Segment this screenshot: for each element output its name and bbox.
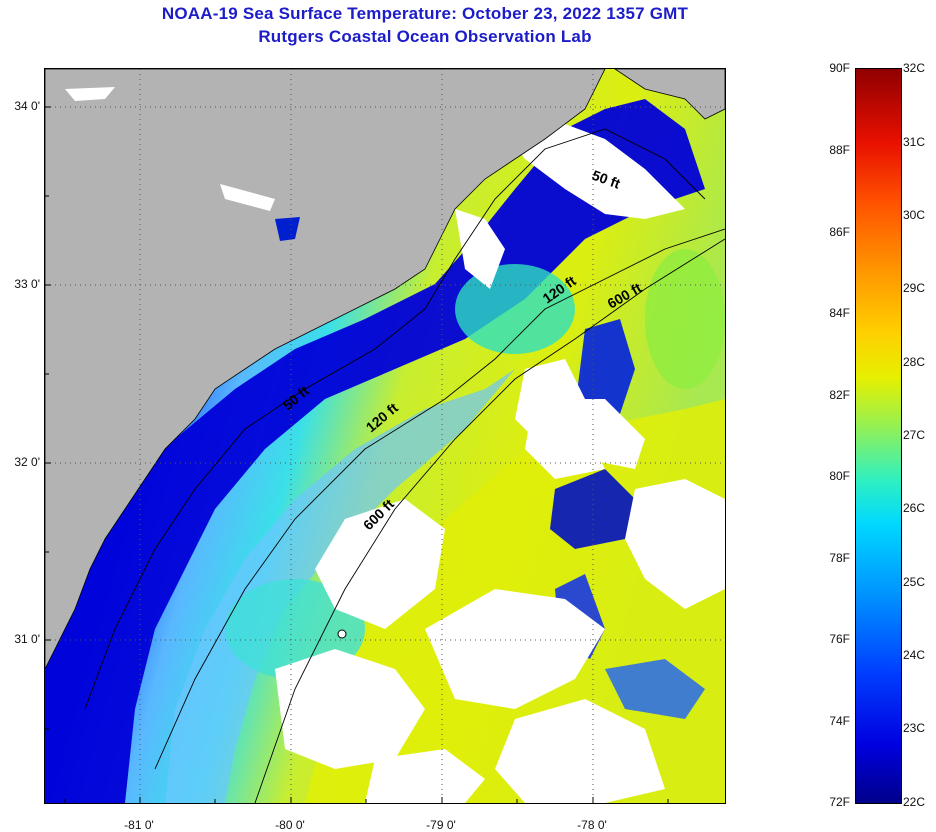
land-area — [614, 69, 725, 120]
cloud-mask — [275, 649, 425, 769]
colorbar-c-label: 22C — [903, 795, 926, 809]
colorbar-f-label: 72F — [829, 795, 850, 809]
colorbar-c-label: 31C — [903, 135, 926, 149]
colorbar-f-label: 82F — [829, 388, 850, 402]
sst-map[interactable]: 50 ft 120 ft 600 ft 50 ft 120 ft 600 ft — [44, 68, 726, 804]
colorbar-f-label: 76F — [829, 632, 850, 646]
cloud-mask — [455, 209, 505, 289]
cold-eddy — [605, 659, 705, 719]
colorbar-f-label: 86F — [829, 225, 850, 239]
isobath-600ft — [254, 238, 725, 803]
graticule — [45, 69, 725, 803]
sst-map-canvas: 50 ft 120 ft 600 ft 50 ft 120 ft 600 ft — [45, 69, 725, 803]
isobath-50ft — [84, 128, 706, 710]
colorbar-f-label: 78F — [829, 551, 850, 565]
isobath-contours — [84, 128, 725, 803]
colorbar-f-label: 80F — [829, 469, 850, 483]
cloud-mask — [425, 589, 605, 709]
colorbar-c-label: 25C — [903, 575, 926, 589]
lon-label: -80 0' — [275, 818, 305, 832]
colorbar-c-label: 23C — [903, 721, 926, 735]
mixed-water-patch — [455, 264, 575, 354]
lat-label: 32 0' — [14, 455, 40, 469]
colorbar-c-label: 28C — [903, 355, 926, 369]
lon-label: -78 0' — [577, 818, 607, 832]
colorbar-c-label: 27C — [903, 428, 926, 442]
colorbar-c-label: 24C — [903, 648, 926, 662]
colorbar-f-label: 90F — [829, 61, 850, 75]
colorbar-f-label: 84F — [829, 306, 850, 320]
colorbar-c-label: 30C — [903, 208, 926, 222]
lat-label: 34 0' — [14, 99, 40, 113]
land-area — [45, 69, 606, 670]
cloud-mask — [565, 399, 645, 469]
colorbar-c-label: 32C — [903, 61, 926, 75]
cloud-mask — [495, 699, 665, 803]
cloud-mask — [315, 499, 445, 629]
chart-subtitle: Rutgers Coastal Ocean Observation Lab — [258, 27, 592, 46]
lat-label: 31 0' — [14, 632, 40, 646]
colorbar-f-label: 74F — [829, 714, 850, 728]
colorbar-c-label: 29C — [903, 281, 926, 295]
lon-label: -79 0' — [426, 818, 456, 832]
lon-label: -81 0' — [124, 818, 154, 832]
chart-title: NOAA-19 Sea Surface Temperature: October… — [161, 4, 689, 23]
colorbar-c-label: 26C — [903, 501, 926, 515]
cloud-mask — [625, 479, 725, 609]
isobath-120ft — [154, 228, 725, 770]
island-marker — [337, 629, 347, 639]
inland-water — [220, 184, 275, 211]
axis-ticks — [45, 106, 669, 803]
cloud-mask — [495, 119, 685, 219]
colorbar-f-label: 88F — [829, 143, 850, 157]
cloud-mask — [365, 749, 485, 803]
lat-label: 33 0' — [14, 277, 40, 291]
cold-eddy — [550, 469, 645, 549]
mixed-water-patch — [645, 249, 725, 389]
inland-water — [65, 87, 115, 101]
temperature-colorbar — [855, 68, 902, 804]
shelf-cool-water — [165, 369, 515, 803]
inland-water — [275, 217, 300, 241]
